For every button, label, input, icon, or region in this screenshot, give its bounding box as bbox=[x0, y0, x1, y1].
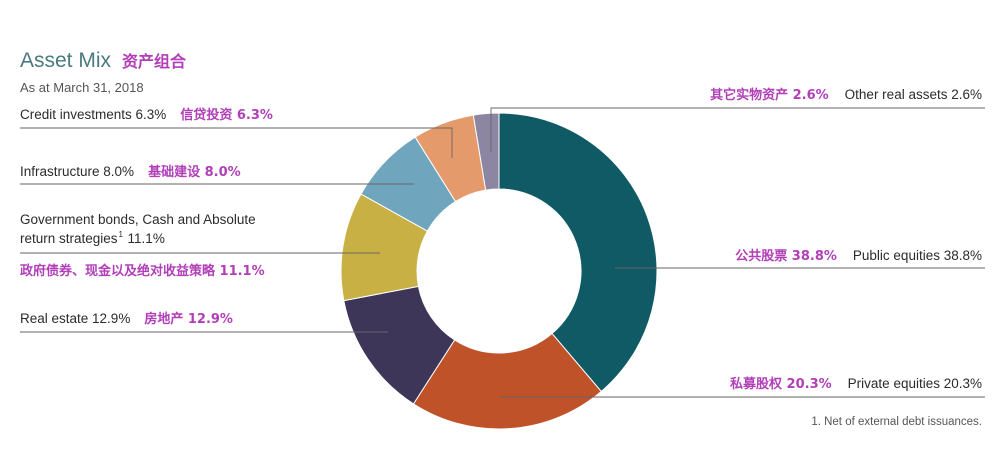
donut-slices bbox=[340, 112, 658, 430]
label-cn-credit-investments: 信贷投资 6.3% bbox=[180, 107, 273, 123]
chart-subtitle: As at March 31, 2018 bbox=[20, 80, 144, 95]
label-cn-private-equities: 私募股权 20.3% bbox=[730, 376, 832, 392]
label-cn-infrastructure: 基础建设 8.0% bbox=[147, 164, 241, 180]
label-cn-government-bonds: 政府债券、现金以及绝对收益策略 11.1% bbox=[20, 263, 265, 279]
chart-title-cn: 资产组合 bbox=[122, 52, 187, 71]
label-cn-real-estate: 房地产 12.9% bbox=[144, 311, 233, 327]
label-en-infrastructure: Infrastructure 8.0% bbox=[20, 164, 134, 179]
label-government-bonds-cash-and-absolute-return-strategies: Government bonds, Cash and Absolute retur… bbox=[20, 212, 265, 279]
label-en-private-equities: Private equities 20.3% bbox=[848, 376, 982, 391]
label-other-real-assets: Other real assets 2.6% 其它实物资产 2.6% bbox=[710, 87, 982, 103]
slice-labels: Other real assets 2.6% 其它实物资产 2.6% Public … bbox=[20, 87, 982, 392]
leader-lines bbox=[20, 107, 985, 398]
chart-title: Asset Mix bbox=[20, 49, 112, 72]
slice-other-real-assets bbox=[472, 112, 500, 191]
label-real-estate: Real estate 12.9% 房地产 12.9% bbox=[20, 311, 233, 327]
label-value-government-bonds: 11.1% bbox=[128, 231, 165, 246]
label-cn-public-equities: 公共股票 38.8% bbox=[735, 248, 837, 264]
label-public-equities: Public equities 38.8% 公共股票 38.8% bbox=[735, 248, 982, 264]
footnote: 1. Net of external debt issuances. bbox=[811, 416, 982, 428]
slice-public-equities bbox=[498, 112, 658, 393]
leader-line-credit-investments bbox=[20, 127, 453, 158]
label-en-credit-investments: Credit investments 6.3% bbox=[20, 107, 166, 122]
label-private-equities: Private equities 20.3% 私募股权 20.3% bbox=[730, 376, 982, 392]
label-en-line1-government-bonds: Government bonds, Cash and Absolute bbox=[20, 212, 256, 227]
leader-line-other-real-assets bbox=[490, 107, 985, 152]
label-en-public-equities: Public equities 38.8% bbox=[853, 248, 982, 263]
label-credit-investments: Credit investments 6.3% 信贷投资 6.3% bbox=[20, 107, 273, 123]
slice-private-equities bbox=[412, 332, 602, 430]
label-en-line2-government-bonds: return strategies bbox=[20, 231, 118, 246]
label-en-other-real-assets: Other real assets 2.6% bbox=[845, 87, 982, 102]
footnote-marker: 1 bbox=[119, 230, 124, 239]
label-cn-other-real-assets: 其它实物资产 2.6% bbox=[710, 87, 829, 103]
label-infrastructure: Infrastructure 8.0% 基础建设 8.0% bbox=[20, 164, 241, 180]
label-en-real-estate: Real estate 12.9% bbox=[20, 311, 130, 326]
